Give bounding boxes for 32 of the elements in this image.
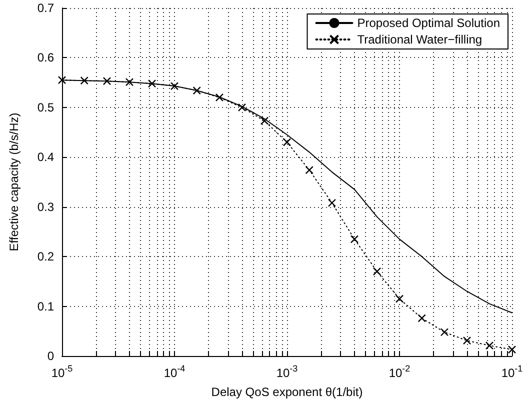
point xyxy=(350,235,359,244)
point xyxy=(395,294,404,303)
point xyxy=(440,328,449,336)
point xyxy=(102,76,112,86)
point xyxy=(170,82,179,90)
y-tick-label: 0.7 xyxy=(37,1,54,15)
point xyxy=(192,86,201,95)
legend-label: Traditional Water−filling xyxy=(357,32,482,46)
point xyxy=(418,314,426,322)
point xyxy=(305,166,314,174)
point xyxy=(215,93,224,102)
y-tick-label: 0.4 xyxy=(37,150,54,164)
point xyxy=(80,76,88,85)
x-axis-title: Delay QoS exponent θ(1/bit) xyxy=(211,385,363,399)
point xyxy=(238,103,246,112)
point xyxy=(148,79,156,88)
y-tick-label: 0 xyxy=(47,349,54,363)
point xyxy=(462,336,472,345)
point xyxy=(508,345,516,354)
y-tick-label: 0.1 xyxy=(37,299,54,314)
y-tick-label: 0.3 xyxy=(37,200,54,214)
y-tick-label: 0.6 xyxy=(37,50,54,65)
point xyxy=(328,198,336,207)
y-tick-label: 0.2 xyxy=(37,250,54,264)
point xyxy=(125,78,134,86)
y-tick-label: 0.5 xyxy=(37,100,54,114)
legend-label: Proposed Optimal Solution xyxy=(357,16,500,30)
point xyxy=(260,116,269,125)
point xyxy=(372,267,382,276)
point xyxy=(282,138,292,146)
y-axis-title: Effective capacity (b/s/Hz) xyxy=(7,112,21,252)
point xyxy=(58,76,66,84)
